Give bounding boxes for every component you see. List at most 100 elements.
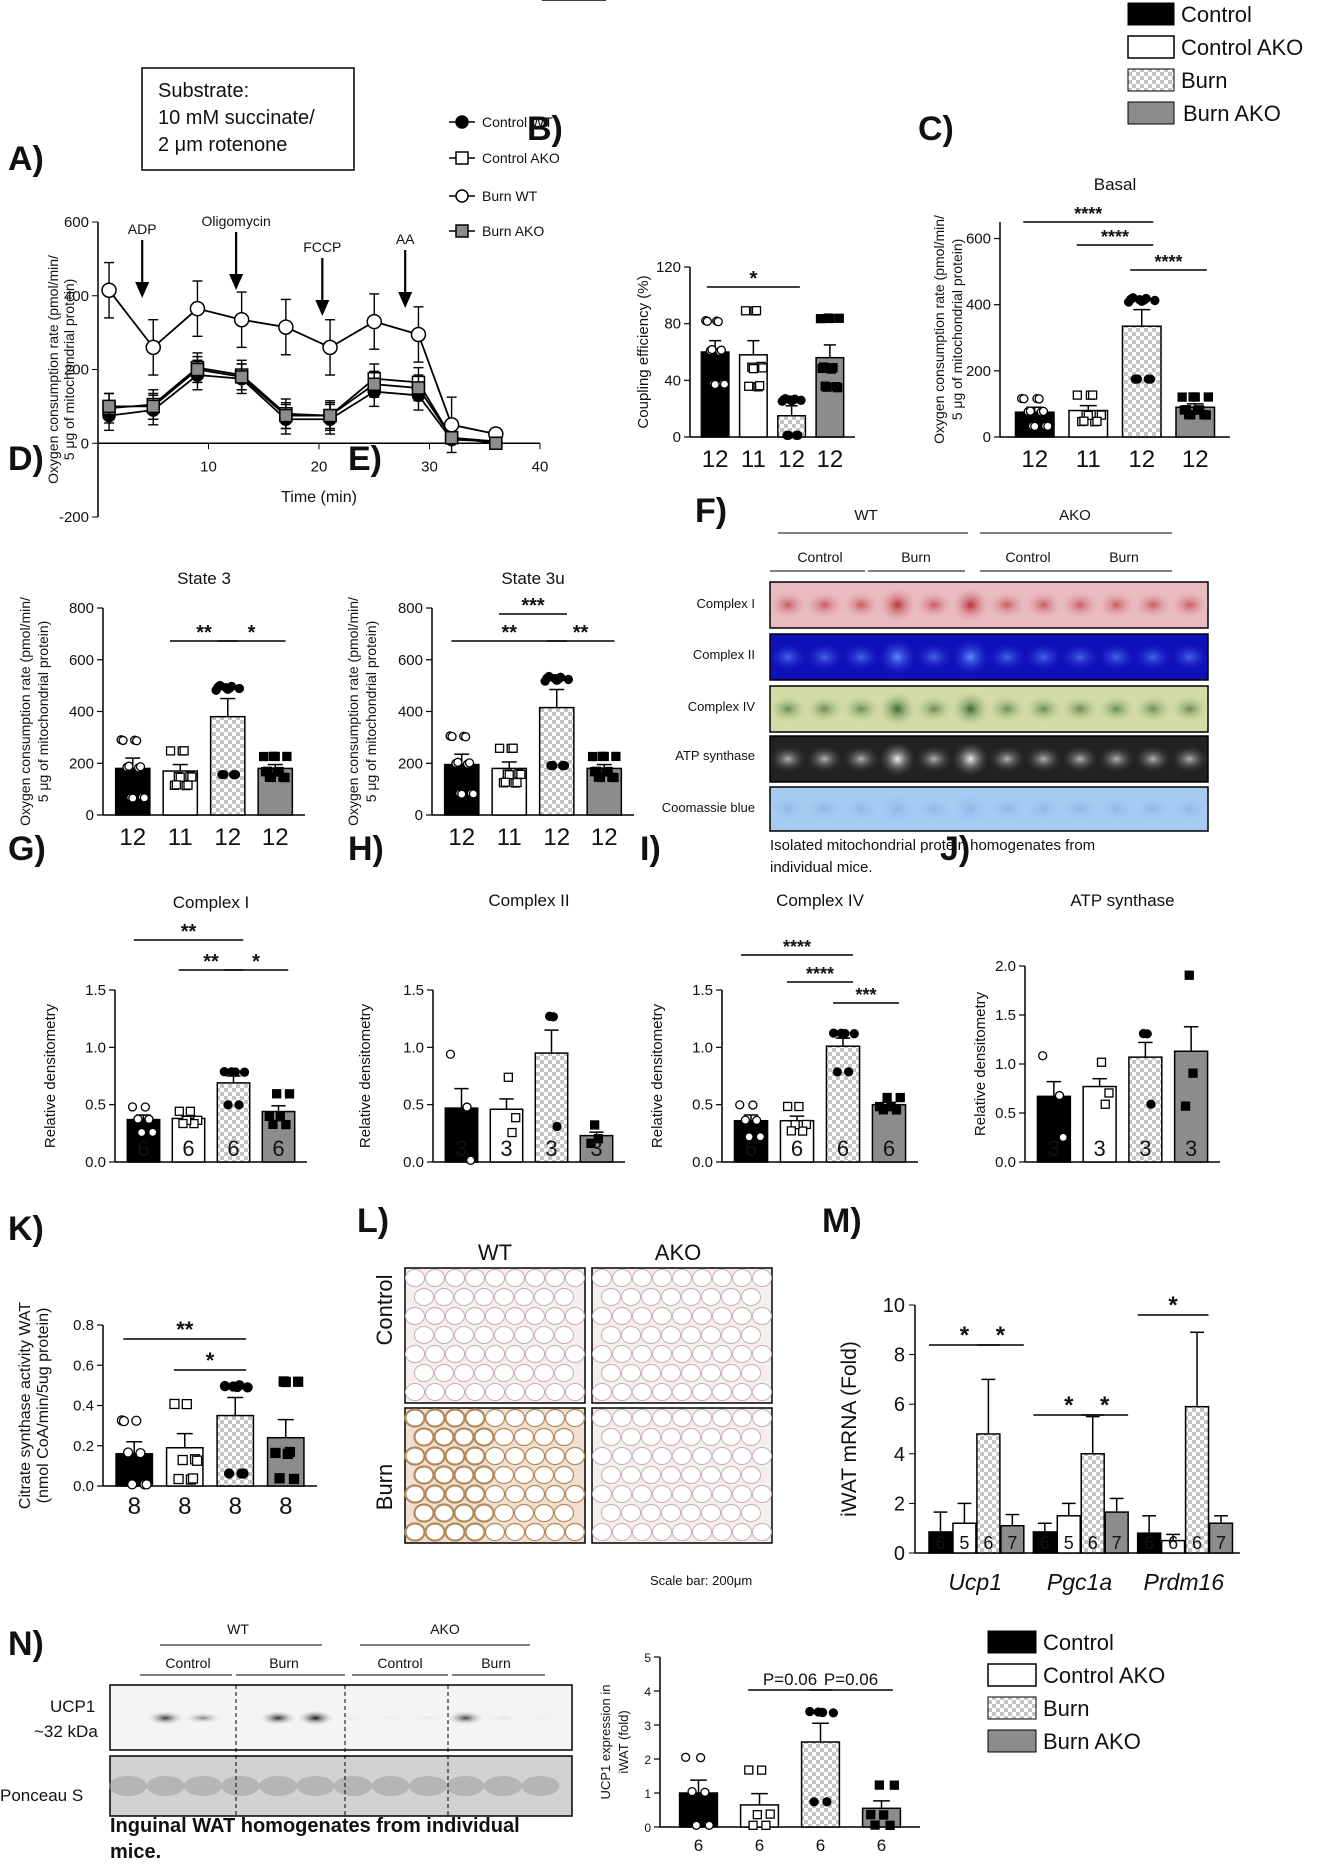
point-A-2 xyxy=(410,326,427,343)
point-E-0 xyxy=(453,757,463,767)
histo-cells-0 xyxy=(405,1269,585,1401)
n-label-I-2: 6 xyxy=(837,1136,849,1161)
panel-d-label: D) xyxy=(8,440,44,478)
histo-cell xyxy=(661,1326,681,1344)
histo-cell xyxy=(565,1307,585,1325)
histo-cell xyxy=(752,1409,772,1427)
blot-f-group-wt: WT xyxy=(854,507,877,524)
histo-cell xyxy=(732,1307,752,1325)
n-label-H-2: 3 xyxy=(545,1136,557,1161)
category-label-M-1: Pgc1a xyxy=(1047,1569,1112,1595)
histo-cell xyxy=(661,1364,681,1382)
blot-n-sub-3: Control xyxy=(377,1655,422,1671)
histo-cell xyxy=(444,1484,466,1504)
panel-h-label: H) xyxy=(348,830,384,868)
histo-cell xyxy=(424,1446,446,1466)
histo-cell xyxy=(652,1409,672,1427)
point-K-2 xyxy=(242,1382,253,1393)
point-K-0 xyxy=(127,1479,138,1490)
blot-f-lane xyxy=(1023,744,1064,774)
panel-l-histology: L) WT AKO Control Burn Scale bar: 200μm xyxy=(357,1202,773,1588)
histo-cell xyxy=(474,1288,494,1306)
histo-cell xyxy=(525,1307,545,1325)
point-I-0 xyxy=(735,1100,745,1110)
point-K-3 xyxy=(280,1376,291,1388)
histo-cell xyxy=(721,1504,741,1522)
histo-cell xyxy=(612,1485,632,1503)
histo-cell xyxy=(485,1345,505,1363)
point-K-1 xyxy=(187,1473,199,1484)
substrate-line-2: 10 mM succinate/ xyxy=(158,107,315,129)
histo-cell xyxy=(505,1383,525,1401)
blot-n-lane-ponceau xyxy=(334,1776,372,1796)
point-K-0 xyxy=(141,1479,152,1490)
y-tick-label-M: 2 xyxy=(894,1493,905,1515)
histo-cell xyxy=(601,1326,621,1344)
point-N-3 xyxy=(889,1780,900,1790)
histo-cell xyxy=(453,1503,475,1523)
blot-n-caption-1: Inguinal WAT homogenates from individual xyxy=(110,1815,520,1837)
point-C-3 xyxy=(1203,392,1213,402)
histo-cell xyxy=(474,1364,494,1382)
panel-l-label: L) xyxy=(357,1202,389,1240)
histo-cell xyxy=(405,1307,425,1325)
histo-cell xyxy=(741,1504,761,1522)
histo-cell xyxy=(524,1522,546,1542)
point-J-1 xyxy=(1096,1057,1107,1067)
blot-f-lane xyxy=(877,690,918,728)
histo-cell xyxy=(592,1345,612,1363)
histo-cell xyxy=(505,1269,525,1287)
histo-col-wt: WT xyxy=(478,1240,512,1265)
blot-n-lane-ponceau xyxy=(484,1776,522,1796)
histo-cell xyxy=(434,1326,454,1344)
histo-cell xyxy=(425,1269,445,1287)
n-label-E-3: 12 xyxy=(591,824,618,851)
blot-n-lane-ucp1 xyxy=(334,1713,372,1723)
histo-cell xyxy=(425,1307,445,1325)
point-K-3 xyxy=(270,1447,281,1459)
sig-label-N-0: P=0.06 xyxy=(763,1670,817,1689)
blot-n-lane-ucp1 xyxy=(371,1713,410,1723)
point-I-1 xyxy=(786,1126,797,1136)
y-tick-label-J: 1.5 xyxy=(995,1007,1016,1024)
histo-cell xyxy=(445,1383,465,1401)
histo-cell xyxy=(464,1484,486,1504)
sig-label-I-0: **** xyxy=(783,937,811,957)
point-N-0 xyxy=(680,1752,691,1762)
histo-cell xyxy=(485,1269,505,1287)
histo-cell xyxy=(621,1504,641,1522)
top-legend: Control Control AKO Burn Burn AKO xyxy=(1127,2,1303,126)
histo-row-burn: Burn xyxy=(372,1464,397,1510)
histo-cell xyxy=(712,1447,732,1465)
histo-cell xyxy=(405,1269,425,1287)
sig-label-M-0: * xyxy=(960,1322,970,1349)
line-burn-wt xyxy=(108,289,496,435)
blot-f-lane xyxy=(877,638,918,676)
y-axis-label-A: 5 μg of mitochondrial protein) xyxy=(61,279,77,461)
point-B-2 xyxy=(777,396,787,406)
point-E-3 xyxy=(611,751,621,762)
histo-cell xyxy=(413,1465,435,1485)
n-label-M-1-1: 5 xyxy=(1064,1533,1074,1553)
chart-J: 0.0 0.5 1.0 1.5 2.0 Relative densitometry ATP … xyxy=(972,891,1220,1171)
histo-cell xyxy=(632,1485,652,1503)
histo-cell xyxy=(564,1408,586,1428)
histo-cell xyxy=(721,1466,741,1484)
histo-cell xyxy=(554,1364,574,1382)
legend-a-marker-2 xyxy=(455,189,469,203)
n-label-N-1: 6 xyxy=(755,1836,764,1855)
histo-cell xyxy=(741,1466,761,1484)
point-E-2 xyxy=(563,674,574,685)
y-tick-label-H: 1.5 xyxy=(403,982,424,999)
blot-f-lane xyxy=(950,740,991,778)
histo-cell xyxy=(732,1523,752,1541)
sig-label-N-1: P=0.06 xyxy=(824,1670,878,1689)
point-A-3 xyxy=(411,381,426,395)
point-C-0 xyxy=(1019,394,1029,404)
point-D-3 xyxy=(270,751,280,762)
bottom-legend: Control Control AKO Burn Burn AKO xyxy=(987,1630,1165,1754)
point-N-2 xyxy=(805,1706,815,1717)
histo-cell xyxy=(592,1307,612,1325)
histo-cell xyxy=(641,1326,661,1344)
histo-cell xyxy=(641,1504,661,1522)
